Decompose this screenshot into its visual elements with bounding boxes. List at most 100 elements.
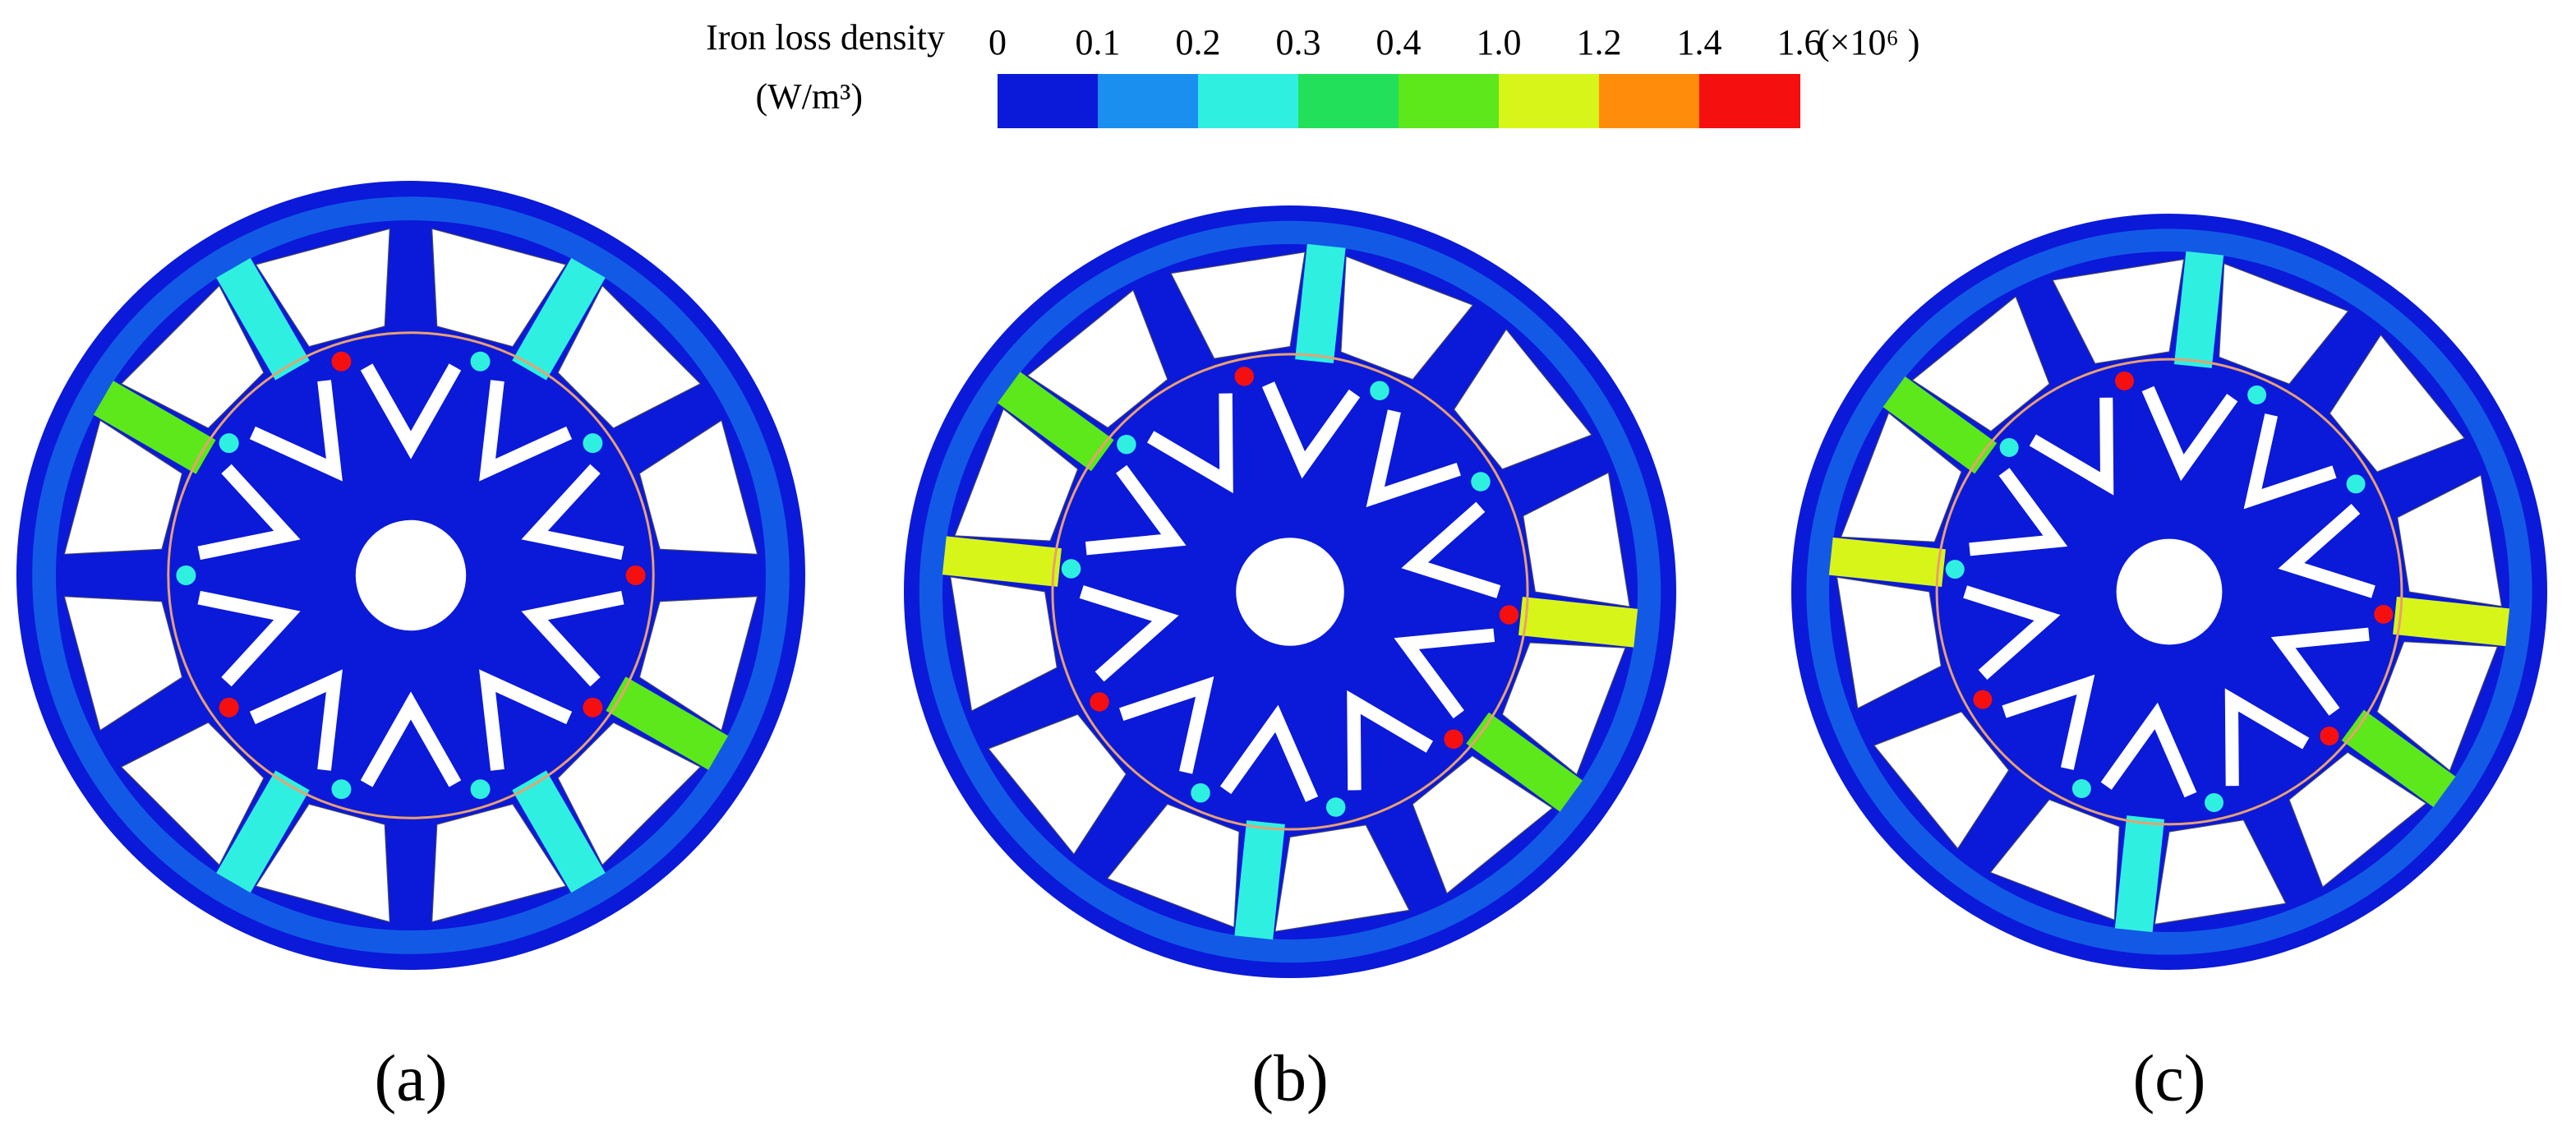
rotor-surface-loss	[1370, 381, 1389, 401]
stator-slot	[2376, 641, 2498, 772]
panel-label: (a)	[375, 1042, 448, 1115]
stator-slot	[638, 419, 758, 555]
stator-slot	[1523, 472, 1630, 607]
air-gap	[167, 331, 655, 819]
yoke-loss	[1806, 228, 2532, 955]
stator-slot	[63, 419, 183, 555]
colorbar-tick-label: 0.3	[1276, 22, 1321, 62]
colorbar-tick-label: 0.2	[1176, 22, 1221, 62]
tooth-loss	[216, 257, 310, 381]
rotor-surface-loss	[219, 697, 239, 718]
yoke-loss	[32, 196, 790, 954]
rotor-surface-loss	[2114, 372, 2134, 391]
colorbar-tick-label: 1.6	[1777, 22, 1823, 62]
legend-title: Iron loss density	[706, 17, 945, 58]
tooth-loss	[93, 381, 216, 474]
tooth-loss	[512, 770, 606, 893]
tooth-loss	[1518, 597, 1638, 648]
motor-cross-section	[1791, 214, 2547, 970]
rotor-surface-loss	[1090, 692, 1109, 712]
rotor-slot	[197, 464, 301, 561]
colorbar-segment	[1599, 74, 1700, 128]
rotor-slot	[2278, 503, 2376, 598]
stator-slot	[120, 284, 265, 429]
rotor-surface-loss	[331, 351, 352, 372]
rotor-slot	[1963, 585, 2061, 681]
rotor-surface-loss	[2374, 604, 2394, 624]
stator-slot	[988, 713, 1127, 855]
rotor-slot	[521, 464, 624, 561]
rotor-surface-loss	[1471, 472, 1491, 492]
stator-slot	[1911, 296, 2050, 432]
tooth-loss	[2114, 815, 2165, 933]
rotor-slot	[197, 590, 301, 687]
stator-slot	[2219, 263, 2349, 385]
rotor-surface-loss	[1325, 797, 1346, 817]
rotor-surface-loss	[1191, 782, 1210, 803]
rotor-surface-loss	[470, 351, 491, 372]
air-gap	[1051, 353, 1529, 831]
rotor-slot	[1219, 704, 1319, 802]
stator-slot	[1873, 711, 2010, 850]
colorbar-multiplier: (×10⁶ )	[1818, 22, 1919, 62]
rotor-surface-loss	[331, 779, 352, 800]
rotor-slot	[2224, 688, 2310, 787]
rotor-slot	[249, 669, 343, 771]
rotor-surface-loss	[1234, 367, 1255, 386]
colorbar-segment	[1098, 74, 1199, 128]
stator-slot	[431, 803, 567, 923]
tooth-loss	[1466, 712, 1583, 812]
stator-slot	[63, 596, 183, 732]
stator-slot	[954, 408, 1079, 542]
tooth-loss	[2393, 596, 2510, 647]
stator-slot	[1027, 289, 1168, 428]
rotor-slot	[2243, 413, 2337, 510]
colorbar-segment	[1399, 74, 1500, 128]
rotor-surface-loss	[1444, 729, 1463, 750]
stator-slot	[2288, 751, 2427, 888]
colorbar-tick-label: 1.4	[1677, 22, 1722, 62]
rotor-slot	[1969, 468, 2068, 556]
stator-slot	[2397, 474, 2503, 607]
rotor-surface-loss	[2205, 792, 2224, 812]
tooth-loss	[606, 676, 729, 770]
stator-slot	[1274, 824, 1410, 932]
stator-slot	[2052, 258, 2185, 364]
stator-slot	[431, 228, 567, 348]
panel-label: (c)	[2133, 1042, 2206, 1115]
tooth-loss	[997, 372, 1114, 472]
rotor-slot	[521, 590, 624, 687]
rotor-slot	[1366, 409, 1461, 508]
stator-slot	[557, 284, 702, 429]
rotor-slot	[1261, 381, 1361, 479]
stator-slot	[1412, 755, 1553, 894]
rotor-slot	[479, 669, 573, 771]
stator-slot	[557, 722, 702, 866]
rotor-slot	[1147, 393, 1233, 494]
rotor-slot	[360, 691, 462, 787]
stator-slot	[1836, 576, 1942, 709]
colorbar-segment	[998, 74, 1099, 128]
stator-slot	[638, 596, 758, 732]
stator-slot	[255, 803, 390, 923]
rotor-slot	[249, 380, 343, 482]
stator-slot	[1841, 412, 1962, 542]
stator-slot	[1501, 642, 1626, 776]
yoke-loss	[919, 220, 1661, 963]
stator-slot	[2329, 334, 2465, 473]
rotor-surface-loss	[1945, 560, 1965, 579]
colorbar-tick-label: 1.2	[1577, 22, 1622, 62]
rotor-slot	[2100, 702, 2197, 798]
rotor-slot	[1401, 501, 1501, 598]
rotor-surface-loss	[219, 433, 239, 454]
rotor-surface-loss	[2071, 779, 2091, 799]
shaft-hole	[2116, 538, 2223, 645]
rotor-slot	[1079, 585, 1179, 682]
rotor-surface-loss	[625, 565, 646, 585]
rotor-surface-loss	[2346, 474, 2366, 494]
rotor-slot	[2002, 674, 2095, 770]
rotor-surface-loss	[2247, 385, 2267, 404]
tooth-loss	[1882, 376, 1998, 474]
stator-slot	[120, 722, 265, 866]
